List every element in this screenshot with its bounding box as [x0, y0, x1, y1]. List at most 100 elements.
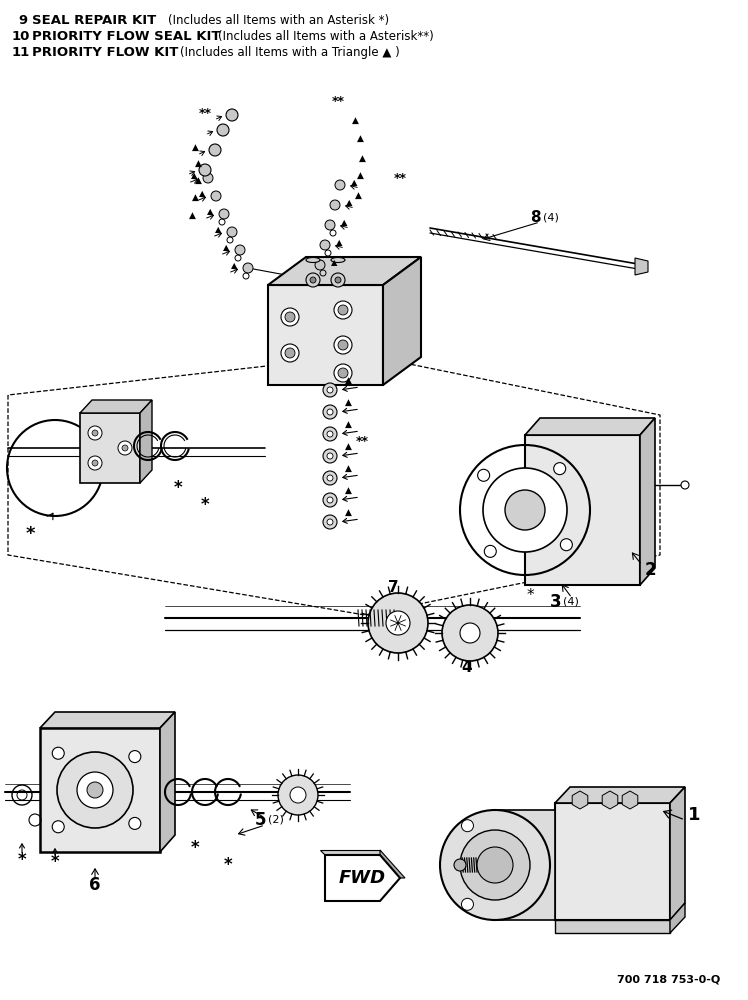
Text: *: * — [191, 839, 199, 857]
Circle shape — [327, 387, 333, 393]
Circle shape — [454, 859, 466, 871]
Circle shape — [227, 227, 237, 237]
Text: 7: 7 — [387, 580, 399, 595]
Text: ▲: ▲ — [191, 192, 198, 202]
Text: ▲: ▲ — [188, 211, 195, 220]
Circle shape — [315, 260, 325, 270]
Circle shape — [440, 810, 550, 920]
Circle shape — [323, 449, 337, 463]
Circle shape — [325, 220, 335, 230]
Circle shape — [462, 820, 473, 832]
Circle shape — [330, 200, 340, 210]
Polygon shape — [495, 810, 555, 920]
Text: ▲: ▲ — [341, 219, 347, 228]
Polygon shape — [160, 712, 175, 852]
Polygon shape — [670, 787, 685, 920]
Text: ▲: ▲ — [352, 115, 358, 124]
Text: ▲: ▲ — [194, 158, 201, 167]
Text: ▲: ▲ — [345, 442, 352, 450]
Text: ▲: ▲ — [345, 508, 352, 516]
Text: ▲: ▲ — [230, 261, 237, 270]
Text: ▲: ▲ — [346, 198, 352, 208]
Circle shape — [52, 747, 64, 759]
Circle shape — [560, 539, 572, 551]
Circle shape — [323, 493, 337, 507]
Text: *: * — [224, 856, 233, 874]
Text: ▲: ▲ — [357, 170, 364, 180]
Circle shape — [285, 312, 295, 322]
Text: 10: 10 — [12, 30, 31, 43]
Circle shape — [57, 752, 133, 828]
Text: *: * — [174, 479, 183, 497]
Circle shape — [554, 463, 565, 475]
Circle shape — [129, 817, 141, 829]
Circle shape — [368, 593, 428, 653]
Circle shape — [226, 109, 238, 121]
Text: ▲: ▲ — [351, 178, 358, 188]
Text: ▲: ▲ — [358, 153, 366, 162]
Circle shape — [335, 277, 341, 283]
Polygon shape — [380, 850, 405, 878]
Text: PRIORITY FLOW KIT: PRIORITY FLOW KIT — [32, 46, 178, 59]
Circle shape — [219, 209, 229, 219]
Circle shape — [209, 144, 221, 156]
Circle shape — [323, 427, 337, 441]
Circle shape — [338, 368, 348, 378]
Text: 9: 9 — [18, 14, 27, 27]
Text: ▲: ▲ — [223, 243, 229, 252]
Circle shape — [211, 191, 221, 201]
Text: ▲: ▲ — [215, 226, 221, 234]
Circle shape — [323, 383, 337, 397]
Circle shape — [460, 830, 530, 900]
Circle shape — [327, 497, 333, 503]
Text: ▲: ▲ — [345, 464, 352, 473]
Circle shape — [460, 623, 480, 643]
Circle shape — [199, 164, 211, 176]
Circle shape — [118, 441, 132, 455]
Circle shape — [52, 821, 64, 833]
Polygon shape — [40, 712, 175, 728]
Circle shape — [243, 263, 253, 273]
Circle shape — [327, 409, 333, 415]
Polygon shape — [525, 418, 655, 435]
Text: (Includes all Items with a Triangle ▲ ): (Includes all Items with a Triangle ▲ ) — [180, 46, 399, 59]
Text: ▲: ▲ — [345, 486, 352, 494]
Circle shape — [335, 180, 345, 190]
Text: ▲: ▲ — [345, 397, 352, 406]
Circle shape — [278, 775, 318, 815]
Polygon shape — [80, 400, 152, 413]
Polygon shape — [622, 791, 638, 809]
Circle shape — [334, 336, 352, 354]
Text: 6: 6 — [89, 876, 101, 894]
Polygon shape — [268, 257, 421, 285]
Text: FWD: FWD — [338, 869, 385, 887]
Polygon shape — [670, 903, 685, 933]
Polygon shape — [320, 850, 380, 855]
Text: ▲: ▲ — [191, 172, 197, 180]
Circle shape — [235, 245, 245, 255]
Circle shape — [310, 277, 316, 283]
Circle shape — [281, 344, 299, 362]
Circle shape — [92, 430, 98, 436]
Text: (Includes all Items with a Asterisk**): (Includes all Items with a Asterisk**) — [218, 30, 434, 43]
Ellipse shape — [331, 257, 345, 262]
Text: (2): (2) — [268, 815, 284, 825]
Circle shape — [285, 348, 295, 358]
Circle shape — [505, 490, 545, 530]
Circle shape — [203, 173, 213, 183]
Circle shape — [77, 772, 113, 808]
Text: 4: 4 — [462, 660, 472, 676]
Polygon shape — [555, 803, 670, 920]
Circle shape — [334, 364, 352, 382]
Text: ▲: ▲ — [336, 238, 343, 247]
Text: ▲: ▲ — [191, 142, 198, 151]
Circle shape — [334, 301, 352, 319]
Polygon shape — [572, 791, 588, 809]
Text: ▲: ▲ — [331, 258, 337, 267]
Circle shape — [92, 460, 98, 466]
Circle shape — [87, 782, 103, 798]
Circle shape — [386, 611, 410, 635]
Text: ▲: ▲ — [345, 420, 352, 428]
Polygon shape — [40, 728, 160, 852]
Text: **: ** — [331, 95, 345, 108]
